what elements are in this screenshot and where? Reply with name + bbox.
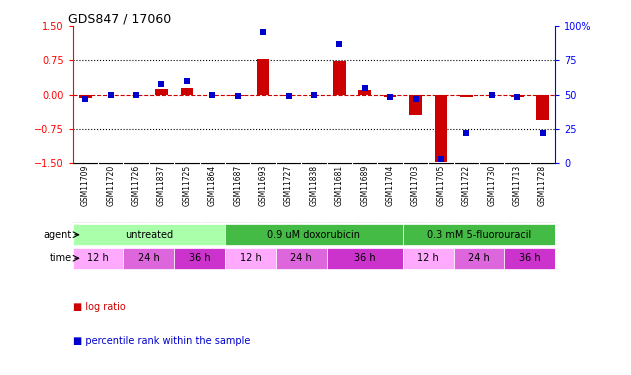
Bar: [276, 248, 327, 269]
Bar: [536, 94, 549, 120]
Bar: [511, 94, 524, 97]
Text: 12 h: 12 h: [87, 253, 109, 263]
Text: GSM11713: GSM11713: [512, 165, 522, 206]
Point: [461, 130, 471, 136]
Text: 12 h: 12 h: [240, 253, 261, 263]
Text: 36 h: 36 h: [519, 253, 541, 263]
Text: GSM11864: GSM11864: [208, 165, 217, 206]
Text: GSM11687: GSM11687: [233, 165, 242, 206]
Point: [512, 94, 522, 100]
Point: [360, 85, 370, 91]
Bar: [232, 94, 244, 96]
Text: 0.3 mM 5-fluorouracil: 0.3 mM 5-fluorouracil: [427, 230, 531, 240]
Point: [309, 92, 319, 98]
Text: time: time: [50, 253, 72, 263]
Text: agent: agent: [44, 230, 72, 240]
Bar: [435, 94, 447, 162]
Point: [80, 96, 90, 102]
Bar: [79, 94, 91, 98]
Bar: [174, 248, 225, 269]
Bar: [225, 224, 403, 245]
Point: [436, 156, 446, 162]
Text: GSM11703: GSM11703: [411, 165, 420, 206]
Bar: [333, 61, 346, 94]
Text: 36 h: 36 h: [189, 253, 210, 263]
Text: 36 h: 36 h: [354, 253, 375, 263]
Text: GSM11722: GSM11722: [462, 165, 471, 206]
Text: 24 h: 24 h: [290, 253, 312, 263]
Bar: [73, 248, 124, 269]
Point: [207, 92, 217, 98]
Point: [105, 92, 115, 98]
Point: [233, 93, 243, 99]
Bar: [282, 94, 295, 96]
Text: untreated: untreated: [125, 230, 173, 240]
Bar: [403, 248, 454, 269]
Point: [411, 96, 421, 102]
Point: [182, 78, 192, 84]
Point: [334, 41, 345, 47]
Point: [538, 130, 548, 136]
Bar: [460, 94, 473, 97]
Bar: [358, 90, 371, 94]
Text: GSM11728: GSM11728: [538, 165, 547, 206]
Text: ■ log ratio: ■ log ratio: [73, 303, 126, 312]
Bar: [124, 248, 174, 269]
Point: [385, 94, 395, 100]
Text: GSM11709: GSM11709: [81, 165, 90, 206]
Text: ■ percentile rank within the sample: ■ percentile rank within the sample: [73, 336, 250, 346]
Point: [156, 81, 167, 87]
Bar: [225, 248, 276, 269]
Bar: [504, 248, 555, 269]
Text: 24 h: 24 h: [468, 253, 490, 263]
Text: GDS847 / 17060: GDS847 / 17060: [68, 12, 171, 25]
Text: 0.9 uM doxorubicin: 0.9 uM doxorubicin: [268, 230, 360, 240]
Point: [131, 92, 141, 98]
Text: GSM11705: GSM11705: [437, 165, 445, 206]
Text: GSM11689: GSM11689: [360, 165, 369, 206]
Text: GSM11727: GSM11727: [284, 165, 293, 206]
Text: GSM11720: GSM11720: [106, 165, 115, 206]
Text: GSM11838: GSM11838: [309, 165, 319, 206]
Point: [487, 92, 497, 98]
Point: [258, 29, 268, 35]
Bar: [155, 89, 168, 94]
Text: GSM11730: GSM11730: [487, 165, 496, 206]
Text: GSM11837: GSM11837: [157, 165, 166, 206]
Bar: [454, 248, 504, 269]
Text: GSM11725: GSM11725: [182, 165, 191, 206]
Text: GSM11681: GSM11681: [335, 165, 344, 206]
Text: GSM11704: GSM11704: [386, 165, 394, 206]
Text: 24 h: 24 h: [138, 253, 160, 263]
Bar: [327, 248, 403, 269]
Bar: [180, 88, 193, 94]
Bar: [403, 224, 555, 245]
Text: 12 h: 12 h: [417, 253, 439, 263]
Text: GSM11726: GSM11726: [132, 165, 141, 206]
Bar: [409, 94, 422, 115]
Bar: [73, 224, 225, 245]
Bar: [257, 59, 269, 94]
Bar: [384, 94, 396, 97]
Text: GSM11693: GSM11693: [259, 165, 268, 206]
Point: [283, 93, 293, 99]
